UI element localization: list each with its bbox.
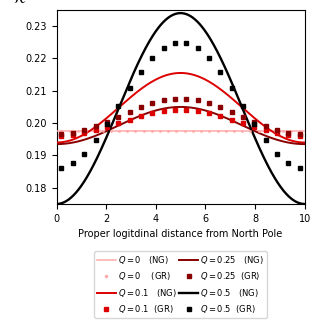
X-axis label: Proper logitdinal distance from North Pole: Proper logitdinal distance from North Po…: [78, 229, 283, 239]
Legend: $Q = 0$   (NG), $Q = 0$    (GR), $Q = 0.1$   (NG), $Q = 0.1$  (GR), $Q = 0.25$  : $Q = 0$ (NG), $Q = 0$ (GR), $Q = 0.1$ (N…: [94, 251, 267, 318]
Y-axis label: $\mathcal{R}$: $\mathcal{R}$: [13, 0, 26, 6]
